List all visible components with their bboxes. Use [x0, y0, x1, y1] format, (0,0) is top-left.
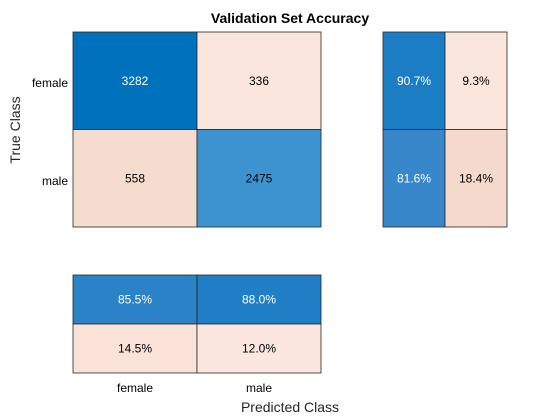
matrix-male-male-cell: [196, 129, 322, 228]
col-summary-female-1-label: 14.5%: [118, 342, 152, 356]
row-summary-male-1-cell: [444, 129, 508, 228]
row-summary-matrix: 90.7% 9.3% 81.6% 18.4%: [382, 31, 508, 228]
col-summary-male-0-cell: [196, 274, 322, 325]
row-summary-male-0-cell: [382, 129, 446, 228]
matrix-male-female-cell: [72, 129, 198, 228]
column-summary-matrix: 85.5% 88.0% 14.5% 12.0%: [72, 274, 322, 374]
chart-title: Validation Set Accuracy: [211, 10, 369, 26]
col-summary-male-1-label: 12.0%: [242, 342, 276, 356]
matrix-female-male-label: 336: [249, 74, 269, 88]
col-summary-male-0-label: 88.0%: [242, 293, 276, 307]
matrix-male-male-label: 2475: [246, 171, 273, 185]
matrix-male-female-label: 558: [125, 171, 145, 185]
x-tick-male: male: [246, 381, 272, 395]
x-axis-label: Predicted Class: [241, 399, 339, 415]
y-tick-male: male: [42, 174, 68, 188]
col-summary-female-0-label: 85.5%: [118, 293, 152, 307]
row-summary-female-0-label: 90.7%: [397, 74, 431, 88]
row-summary-male-1-label: 18.4%: [459, 171, 493, 185]
row-summary-female-1-label: 9.3%: [462, 74, 490, 88]
confusion-matrix: 3282 336 558 2475: [72, 31, 322, 228]
x-tick-female: female: [117, 381, 153, 395]
row-summary-male-0-label: 81.6%: [397, 171, 431, 185]
y-axis-label: True Class: [7, 96, 23, 163]
matrix-female-male-cell: [196, 31, 322, 130]
col-summary-male-1-cell: [196, 323, 322, 374]
row-summary-female-0-cell: [382, 31, 446, 130]
matrix-female-female-cell: [72, 31, 198, 130]
y-tick-female: female: [32, 76, 68, 90]
row-summary-female-1-cell: [444, 31, 508, 130]
matrix-female-female-label: 3282: [122, 74, 149, 88]
